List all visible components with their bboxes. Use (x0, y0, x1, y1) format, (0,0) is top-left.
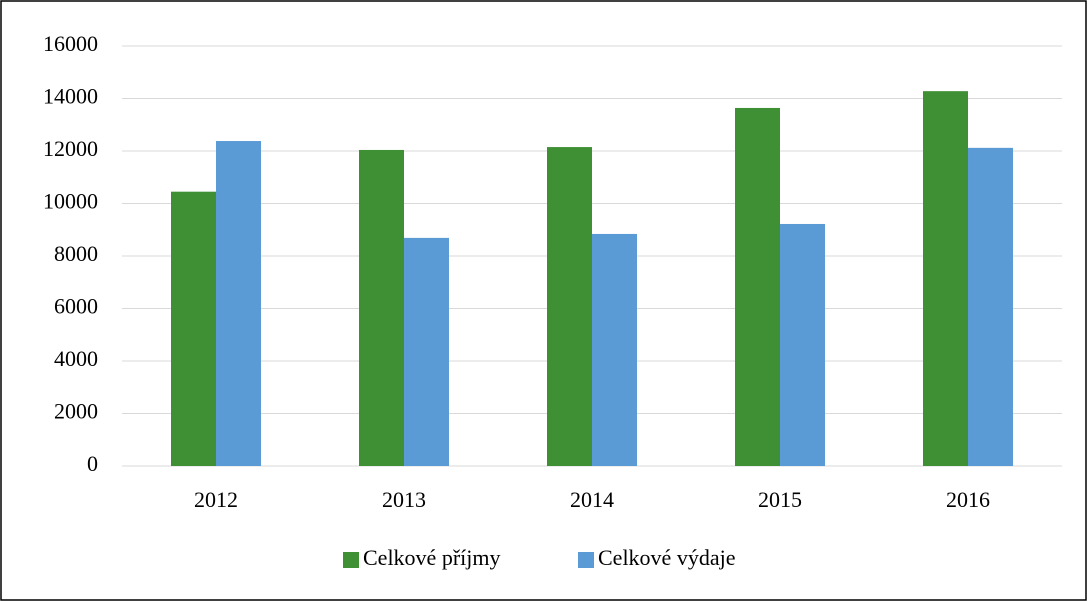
y-tick-label: 8000 (54, 241, 98, 266)
legend-label: Celkové příjmy (363, 545, 500, 570)
x-tick-label: 2013 (382, 487, 426, 512)
bar (780, 223, 825, 466)
bar (216, 141, 261, 466)
bar (923, 91, 968, 467)
y-tick-label: 0 (87, 451, 98, 476)
y-tick-label: 16000 (43, 31, 98, 56)
x-tick-label: 2016 (946, 487, 990, 512)
bar (968, 147, 1013, 466)
legend-swatch (343, 552, 359, 568)
y-tick-label: 10000 (43, 189, 98, 214)
bar (547, 147, 592, 466)
x-tick-label: 2014 (570, 487, 614, 512)
y-tick-label: 14000 (43, 84, 98, 109)
y-tick-label: 6000 (54, 294, 98, 319)
x-tick-label: 2015 (758, 487, 802, 512)
bar (359, 149, 404, 466)
bar (171, 191, 216, 466)
x-tick-label: 2012 (194, 487, 238, 512)
legend-swatch (578, 552, 594, 568)
bar (735, 107, 780, 466)
bar (592, 233, 637, 466)
y-tick-label: 12000 (43, 136, 98, 161)
y-tick-label: 2000 (54, 399, 98, 424)
bar (404, 237, 449, 466)
legend-label: Celkové výdaje (598, 545, 735, 570)
y-tick-label: 4000 (54, 346, 98, 371)
